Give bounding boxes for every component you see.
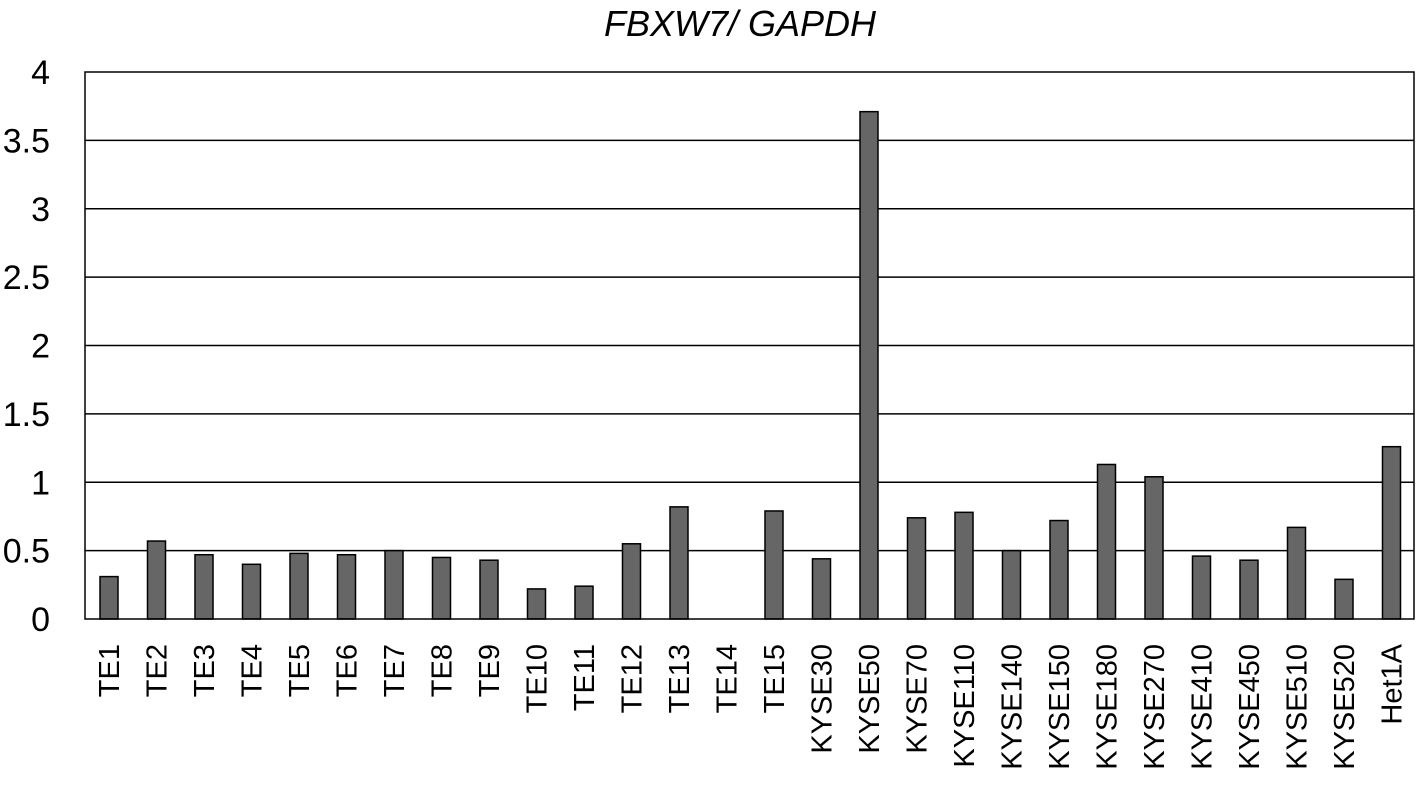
x-tick-label: TE2 — [142, 644, 174, 697]
bar-te6 — [336, 553, 357, 620]
y-tick-label: 2 — [31, 328, 50, 366]
bar-kyse30 — [811, 558, 832, 620]
x-tick-label: TE15 — [759, 644, 791, 713]
bar-te9 — [479, 559, 499, 620]
bar-kyse140 — [1001, 549, 1022, 620]
bar-te10 — [526, 588, 547, 620]
y-tick-label: 3 — [31, 191, 50, 229]
chart-title: FBXW7/ GAPDH — [604, 3, 877, 44]
bar-kyse270 — [1144, 476, 1164, 620]
x-tick-label: KYSE150 — [1044, 644, 1076, 770]
y-tick-label: 3.5 — [3, 122, 50, 160]
x-tick-label: TE10 — [522, 644, 554, 713]
x-tick-label: TE13 — [664, 644, 696, 713]
x-tick-label: KYSE110 — [949, 644, 981, 768]
x-tick-label: TE12 — [617, 644, 649, 713]
bars — [99, 110, 1402, 620]
x-tick-label: KYSE140 — [997, 644, 1029, 770]
bar-te4 — [241, 563, 262, 620]
bar-kyse70 — [906, 517, 927, 620]
bar-het1a — [1381, 445, 1402, 620]
bar-te12 — [621, 543, 642, 620]
x-tick-label: KYSE520 — [1329, 644, 1361, 770]
y-tick-label: 1.5 — [3, 396, 50, 434]
bar-te11 — [574, 585, 594, 620]
y-axis: 0 0.5 1 1.5 2 2.5 3 3.5 4 — [3, 54, 50, 639]
x-tick-label: TE6 — [332, 644, 364, 697]
bar-te8 — [431, 556, 452, 620]
plot-frame — [84, 71, 1415, 620]
bar-te13 — [669, 506, 689, 620]
bar-kyse410 — [1191, 555, 1212, 620]
bar-kyse180 — [1096, 463, 1117, 620]
bar-te3 — [194, 553, 214, 620]
bar-kyse150 — [1049, 519, 1069, 620]
bar-te15 — [764, 510, 784, 620]
bar-kyse110 — [954, 511, 974, 620]
bar-kyse50 — [859, 110, 879, 620]
x-tick-label: Het1A — [1377, 643, 1409, 724]
bar-kyse520 — [1334, 578, 1354, 620]
x-tick-label: TE7 — [379, 644, 411, 697]
x-tick-label: KYSE30 — [807, 644, 839, 754]
bar-kyse450 — [1239, 559, 1259, 620]
x-tick-label: KYSE180 — [1092, 644, 1124, 770]
x-tick-label: KYSE450 — [1234, 644, 1266, 770]
x-axis: TE1 TE2 TE3 TE4 TE5 TE6 TE7 TE8 TE9 TE10 TE11 TE12 T… — [94, 643, 1409, 769]
y-tick-label: 0.5 — [3, 533, 50, 571]
x-tick-label: TE3 — [189, 644, 221, 697]
x-tick-label: KYSE70 — [902, 644, 934, 754]
x-tick-label: KYSE410 — [1187, 644, 1219, 770]
x-tick-label: TE9 — [474, 644, 506, 697]
y-tick-label: 0 — [31, 601, 50, 639]
bar-te1 — [99, 575, 119, 620]
y-tick-label: 4 — [31, 54, 50, 92]
x-tick-label: KYSE510 — [1282, 644, 1314, 770]
x-tick-label: TE8 — [427, 644, 459, 697]
x-tick-label: TE4 — [237, 644, 269, 697]
bar-te7 — [384, 549, 404, 620]
gridlines — [85, 139, 1414, 552]
x-tick-label: KYSE50 — [854, 644, 886, 754]
y-tick-label: 1 — [31, 464, 50, 502]
x-tick-label: TE1 — [94, 644, 126, 697]
x-tick-label: TE5 — [284, 644, 316, 697]
x-tick-label: KYSE270 — [1139, 644, 1171, 770]
bar-te5 — [289, 552, 309, 620]
y-tick-label: 2.5 — [3, 259, 50, 297]
bar-te2 — [146, 540, 167, 620]
x-tick-label: TE11 — [569, 644, 601, 711]
bar-kyse510 — [1286, 526, 1307, 620]
x-tick-label: TE14 — [712, 644, 744, 713]
